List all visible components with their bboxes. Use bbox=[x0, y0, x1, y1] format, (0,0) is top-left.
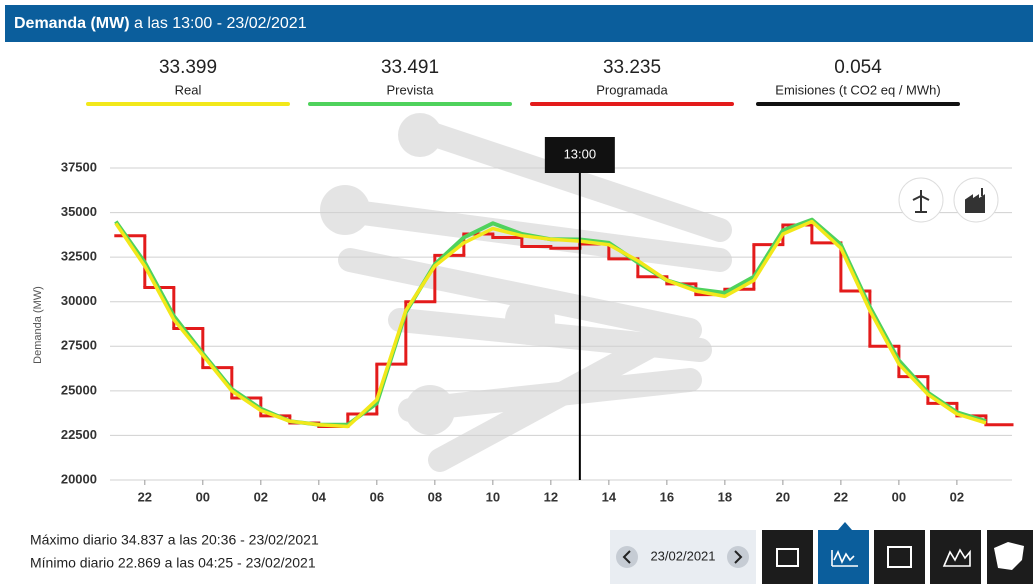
summary-value: 0.054 bbox=[834, 57, 882, 78]
chart-icon bbox=[831, 550, 858, 567]
x-tick-label: 18 bbox=[718, 489, 732, 504]
x-tick-label: 16 bbox=[660, 489, 674, 504]
y-tick-label: 35000 bbox=[61, 204, 97, 219]
max-text: Máximo diario 34.837 a las 20:36 - 23/02… bbox=[30, 532, 319, 548]
x-tick-label: 22 bbox=[138, 489, 152, 504]
summary-label: Programada bbox=[596, 82, 668, 97]
series-line bbox=[114, 219, 987, 429]
factory-icon bbox=[965, 188, 985, 213]
x-tick-label: 12 bbox=[544, 489, 558, 504]
y-tick-label: 25000 bbox=[61, 382, 97, 397]
summary-value: 33.491 bbox=[381, 57, 439, 78]
active-pointer bbox=[838, 522, 852, 530]
y-axis-title: Demanda (MW) bbox=[32, 286, 44, 364]
title-rest: a las 13:00 - 23/02/2021 bbox=[134, 15, 307, 32]
plot: 20000 22500 25000 27500 30000 32500 35000 37500… bbox=[32, 137, 1014, 504]
summary-label: Prevista bbox=[387, 82, 435, 97]
x-tick-label: 06 bbox=[370, 489, 384, 504]
wind-icon bbox=[912, 190, 930, 213]
table-tab[interactable] bbox=[874, 530, 925, 584]
x-tick-label: 08 bbox=[428, 489, 442, 504]
next-date[interactable] bbox=[727, 546, 749, 568]
x-tick-label: 22 bbox=[834, 489, 848, 504]
prev-arrow bbox=[622, 550, 631, 564]
summary-underline bbox=[530, 102, 734, 106]
y-tick-label: 22500 bbox=[61, 427, 97, 442]
area-tab[interactable] bbox=[930, 530, 981, 584]
y-tick-label: 20000 bbox=[61, 471, 97, 486]
min-text: Mínimo diario 22.869 a las 04:25 - 23/02… bbox=[30, 555, 316, 571]
summary-label: Real bbox=[175, 82, 202, 97]
cursor-box bbox=[544, 137, 615, 173]
map-icon bbox=[994, 542, 1024, 570]
header-title: Demanda (MW) a las 13:00 - 23/02/2021 bbox=[14, 15, 307, 32]
area-icon bbox=[942, 548, 971, 567]
table-icon bbox=[887, 546, 912, 568]
summary-underline bbox=[308, 102, 512, 106]
x-tick-label: 02 bbox=[254, 489, 268, 504]
summary-underline bbox=[756, 102, 960, 106]
calendar-tab[interactable] bbox=[762, 530, 813, 584]
calendar-icon bbox=[776, 548, 799, 567]
date-label[interactable]: 23/02/2021 bbox=[650, 548, 715, 563]
cursor-label: 13:00 bbox=[564, 146, 597, 161]
x-tick-label: 02 bbox=[950, 489, 964, 504]
chart-tab[interactable] bbox=[818, 530, 869, 584]
next-arrow bbox=[734, 550, 743, 564]
x-tick-label: 00 bbox=[892, 489, 906, 504]
summary-label: Emisiones (t CO2 eq / MWh) bbox=[775, 82, 940, 97]
watermark bbox=[320, 113, 732, 472]
x-tick-label: 00 bbox=[196, 489, 210, 504]
prev-date[interactable] bbox=[616, 546, 638, 568]
title-bold: Demanda (MW) bbox=[14, 15, 130, 32]
x-tick-label: 20 bbox=[776, 489, 790, 504]
summary-value: 33.235 bbox=[603, 57, 661, 78]
y-tick-label: 32500 bbox=[61, 249, 97, 264]
icon-buttons bbox=[898, 177, 999, 223]
y-tick-label: 30000 bbox=[61, 293, 97, 308]
x-tick-label: 14 bbox=[602, 489, 617, 504]
x-tick-label: 04 bbox=[312, 489, 327, 504]
y-tick-label: 37500 bbox=[61, 159, 97, 174]
summary-underline bbox=[86, 102, 290, 106]
y-tick-label: 27500 bbox=[61, 338, 97, 353]
summary-value: 33.399 bbox=[159, 57, 217, 78]
header-bar bbox=[5, 5, 1033, 42]
x-tick-label: 10 bbox=[486, 489, 500, 504]
